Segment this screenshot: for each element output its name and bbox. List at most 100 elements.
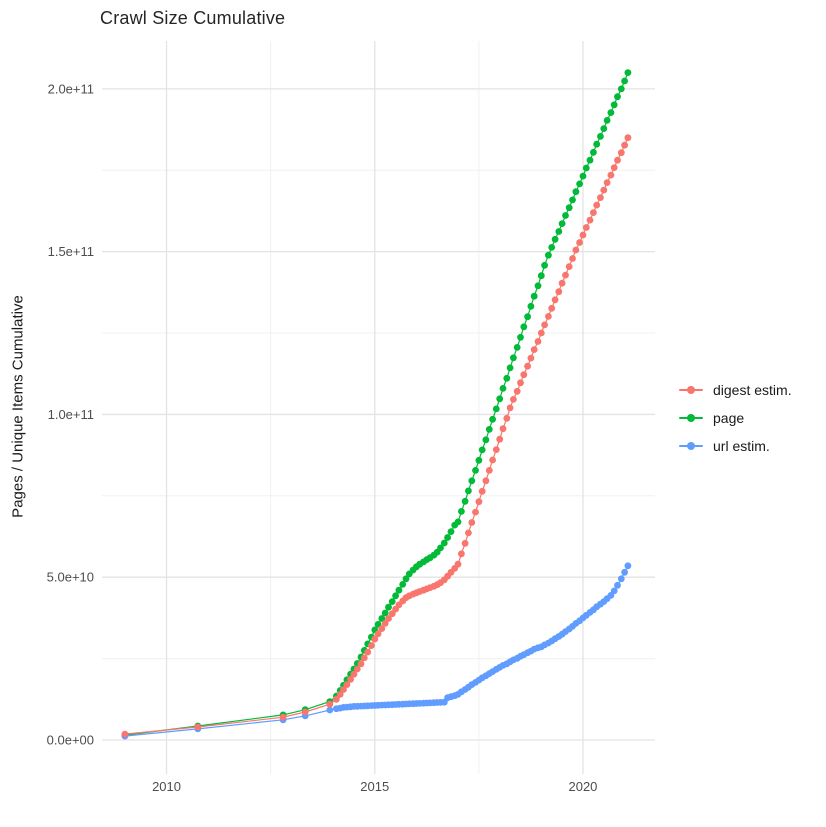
y-tick-label: 1.0e+11 <box>48 407 94 422</box>
digest-estim-key-icon <box>678 380 704 399</box>
legend-item-digest-estim: digest estim. <box>678 380 792 399</box>
url-estim-key-icon <box>678 436 704 455</box>
series-point-url-estim- <box>614 581 621 589</box>
series-point-page <box>437 544 444 552</box>
legend-label-digest-estim: digest estim. <box>713 381 792 398</box>
series-point-digest-estim- <box>279 713 287 721</box>
series-point-digest-estim- <box>524 362 531 370</box>
series-point-page <box>482 436 490 444</box>
series-point-page <box>392 592 399 600</box>
series-point-digest-estim- <box>607 171 615 179</box>
series-point-page <box>541 261 548 269</box>
legend: digest estim. page url estim. <box>678 380 792 455</box>
series-point-url-estim- <box>610 587 618 595</box>
series-point-page <box>603 117 611 124</box>
series-point-page <box>558 220 566 228</box>
series-point-digest-estim- <box>121 730 129 738</box>
series-point-digest-estim- <box>374 630 382 638</box>
series-point-page <box>506 364 514 372</box>
series-point-page <box>458 508 465 515</box>
series-point-page <box>534 282 542 290</box>
series-point-digest-estim- <box>475 498 483 506</box>
y-tick-label: 5.0e+10 <box>47 570 94 585</box>
series-point-page <box>395 586 403 594</box>
series-point-digest-estim- <box>472 508 479 516</box>
series-point-digest-estim- <box>301 708 309 716</box>
series-point-page <box>454 518 462 526</box>
series-point-digest-estim- <box>194 723 202 731</box>
series-point-page <box>530 292 538 300</box>
series-point-page <box>590 148 597 156</box>
y-tick-label: 1.5e+11 <box>48 244 94 259</box>
series-point-page <box>461 497 469 505</box>
series-point-digest-estim- <box>378 625 386 632</box>
series-point-page <box>489 415 496 423</box>
series-point-digest-estim- <box>340 686 347 693</box>
series-point-page <box>485 426 493 433</box>
series-point-page <box>381 609 389 617</box>
series-point-page <box>385 603 392 611</box>
series-point-digest-estim- <box>569 255 576 262</box>
legend-item-url-estim: url estim. <box>678 436 792 455</box>
series-point-digest-estim- <box>537 329 545 337</box>
series-point-digest-estim- <box>385 615 392 622</box>
legend-label-url-estim: url estim. <box>713 437 770 454</box>
series-point-digest-estim- <box>371 635 379 643</box>
series-point-digest-estim- <box>499 425 507 433</box>
series-point-digest-estim- <box>489 456 496 464</box>
series-point-page <box>579 172 587 180</box>
series-point-page <box>510 354 517 362</box>
series-point-digest-estim- <box>482 477 490 485</box>
series-line-digest-estim- <box>124 137 629 735</box>
series-point-digest-estim- <box>478 487 486 495</box>
series-point-page <box>517 333 524 341</box>
series-point-digest-estim- <box>541 321 548 329</box>
series-point-page <box>572 188 580 196</box>
series-point-digest-estim- <box>326 700 334 708</box>
series-point-page <box>402 575 410 583</box>
series-point-page <box>472 467 479 474</box>
series-point-page <box>586 156 594 164</box>
series-point-digest-estim- <box>597 194 604 202</box>
series-point-page <box>475 456 483 464</box>
series-point-digest-estim- <box>333 695 340 703</box>
series-point-page <box>624 69 632 76</box>
series-point-digest-estim- <box>576 239 583 246</box>
series-point-page <box>555 228 563 235</box>
series-point-digest-estim- <box>468 519 476 526</box>
series-point-digest-estim- <box>343 681 351 688</box>
series-point-digest-estim- <box>364 648 372 656</box>
series-point-page <box>593 140 601 148</box>
series-point-digest-estim- <box>492 446 500 453</box>
series-point-digest-estim- <box>534 338 542 345</box>
series-point-digest-estim- <box>527 354 535 362</box>
series-point-digest-estim- <box>562 271 569 279</box>
series-point-digest-estim- <box>513 387 521 395</box>
series-point-digest-estim- <box>485 467 493 474</box>
series-point-page <box>551 235 559 243</box>
series-point-page <box>399 581 407 588</box>
series-point-page <box>378 615 386 622</box>
series-point-page <box>569 196 576 204</box>
series-point-digest-estim- <box>565 263 573 270</box>
series-point-page <box>499 385 507 392</box>
series-point-page <box>520 323 528 331</box>
series-point-digest-estim- <box>586 216 594 224</box>
series-point-page <box>503 374 511 382</box>
series-point-digest-estim- <box>496 435 504 443</box>
series-point-digest-estim- <box>614 156 621 164</box>
series-point-digest-estim- <box>458 550 465 558</box>
x-tick-label: 2015 <box>360 779 389 794</box>
series-point-digest-estim- <box>465 529 472 537</box>
series-point-digest-estim- <box>600 186 608 194</box>
series-point-digest-estim- <box>357 660 365 668</box>
series-point-digest-estim- <box>517 379 524 387</box>
series-point-digest-estim- <box>545 313 552 320</box>
series-point-digest-estim- <box>555 288 563 296</box>
series-point-digest-estim- <box>590 209 597 217</box>
series-point-digest-estim- <box>621 141 628 149</box>
series-point-digest-estim- <box>503 414 511 422</box>
x-tick-label: 2020 <box>568 779 597 794</box>
legend-label-page: page <box>713 409 745 426</box>
